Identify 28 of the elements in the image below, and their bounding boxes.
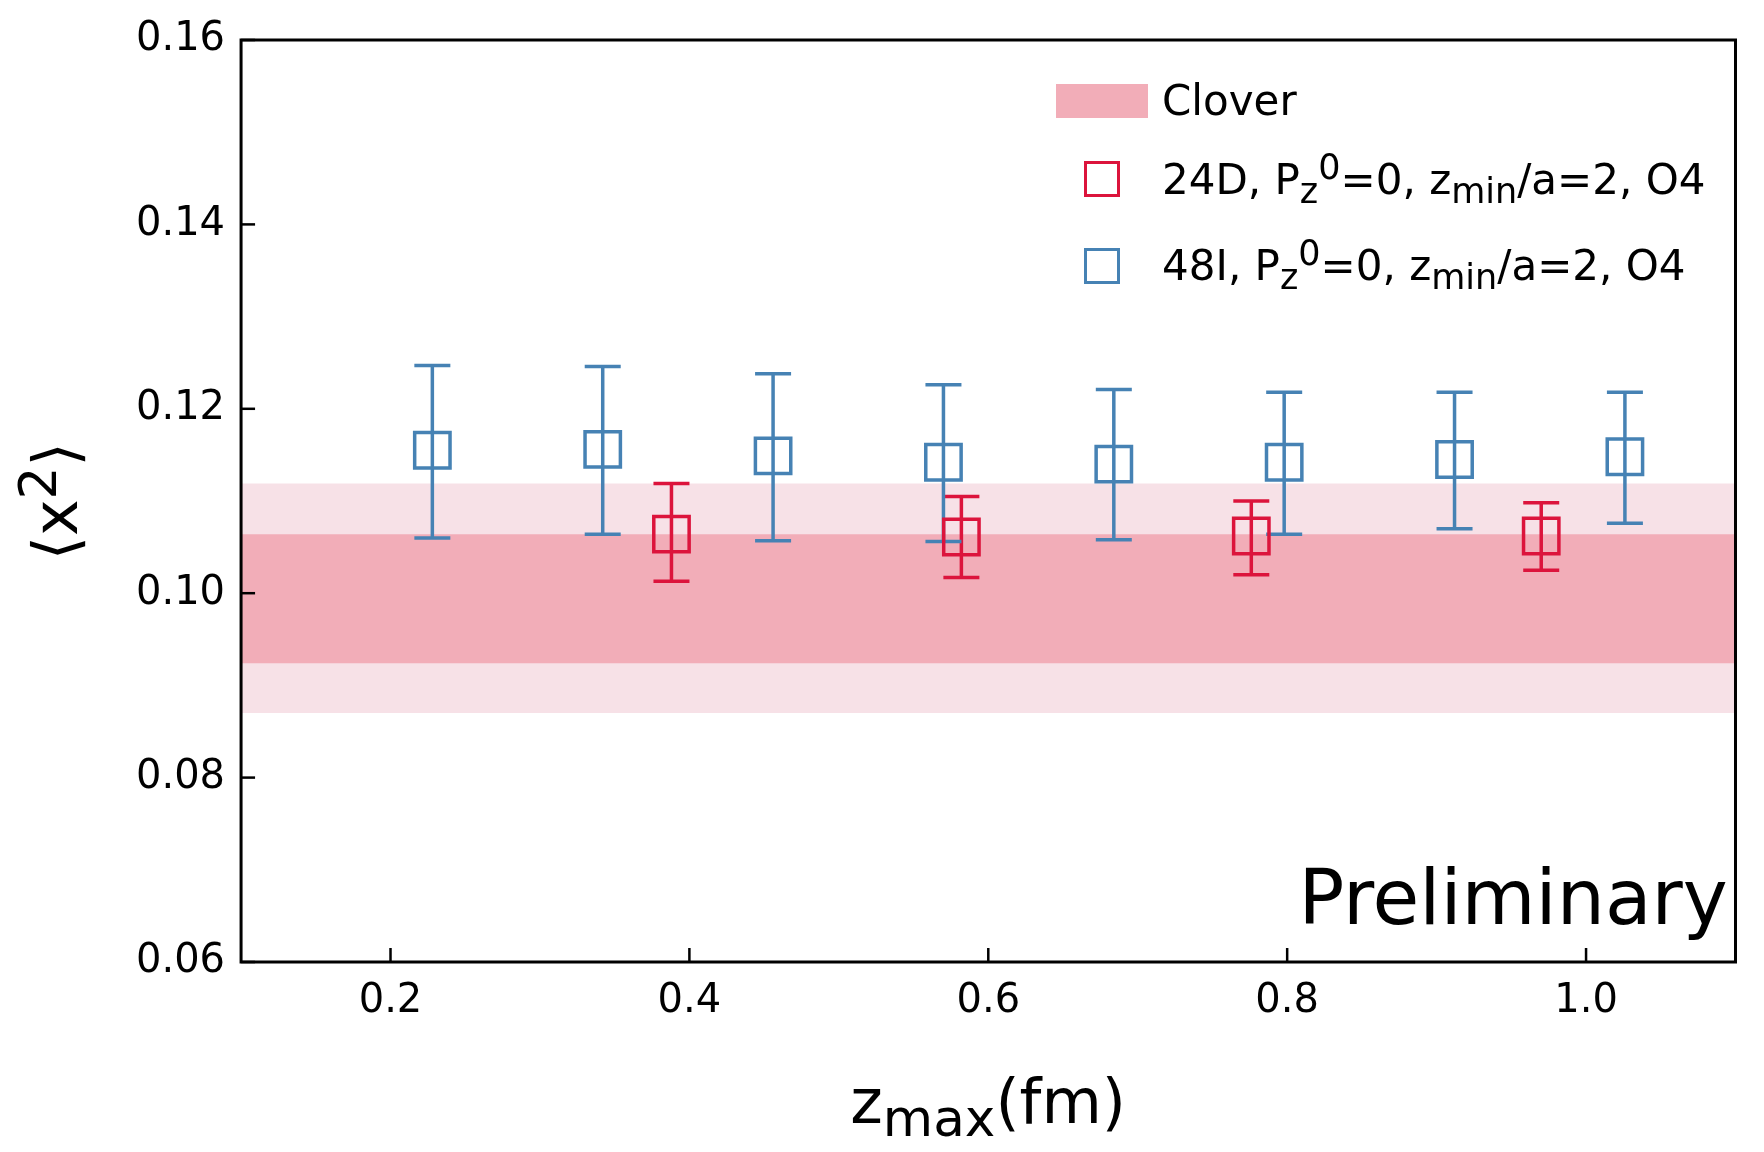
point <box>412 430 452 470</box>
legend-label: Clover <box>1162 76 1297 125</box>
point <box>583 429 623 469</box>
legend-label: 24D, P$_{z}$$^{0}$=0, z$_{min}$/a=2, O4 <box>1162 147 1706 212</box>
y-tick-label: 0.12 <box>136 382 226 429</box>
point <box>1605 437 1645 477</box>
x-tick-label: 0.2 <box>358 975 423 1022</box>
legend-label: 48I, P$_{z}$$^{0}$=0, z$_{min}$/a=2, O4 <box>1162 233 1686 298</box>
x-tick-label: 0.8 <box>1255 975 1319 1022</box>
y-tick-label: 0.14 <box>136 197 226 244</box>
x-tick-label: 0.4 <box>657 975 722 1022</box>
y-tick-label: 0.16 <box>136 13 226 60</box>
point <box>941 517 981 557</box>
y-tick-label: 0.08 <box>136 750 226 797</box>
point <box>1521 516 1561 556</box>
point <box>652 514 691 554</box>
point <box>1435 440 1474 479</box>
x-tick-label: 1.0 <box>1554 975 1618 1022</box>
y-tick-label: 0.10 <box>136 566 226 613</box>
y-tick-label: 0.06 <box>136 935 226 982</box>
point <box>753 436 793 476</box>
point <box>1094 444 1134 484</box>
x-tick-label: 0.6 <box>956 975 1021 1022</box>
annotation: Preliminary <box>1298 853 1728 942</box>
point <box>1231 516 1271 556</box>
point <box>1264 442 1304 482</box>
x-axis-title: z$_{max}$(fm) <box>850 1065 1126 1149</box>
point <box>924 442 963 482</box>
